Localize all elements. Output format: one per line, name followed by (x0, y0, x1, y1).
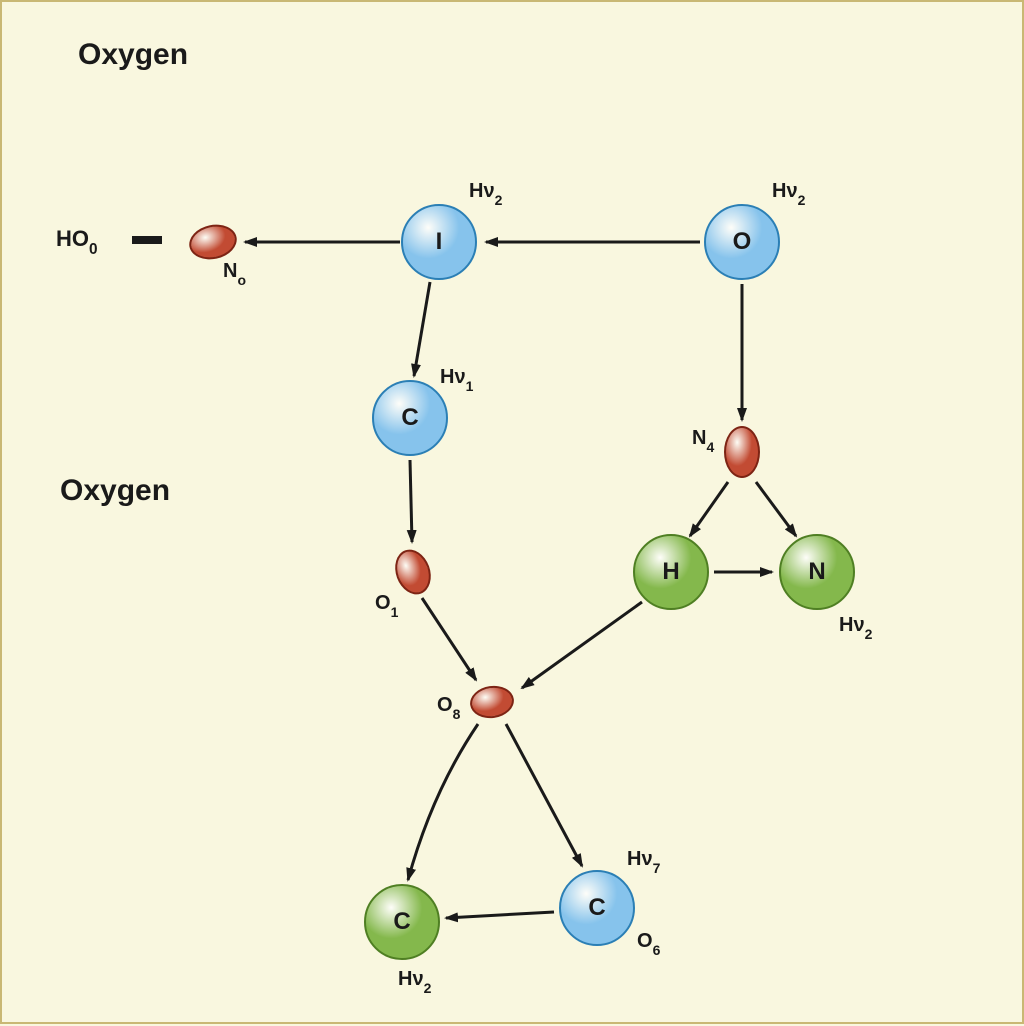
annot: N4 (692, 427, 714, 452)
title-0: Oxygen (78, 38, 188, 72)
ellipse-N4 (724, 426, 760, 478)
annot: Hν2 (398, 968, 431, 993)
edge-4 (410, 460, 412, 542)
edge-6 (756, 482, 796, 536)
annot: No (223, 260, 246, 285)
node-C3: C (364, 884, 440, 960)
annot: Hν2 (772, 180, 805, 205)
ellipse-O8 (468, 683, 516, 721)
label-HO0: HO0 (56, 226, 98, 256)
edge-10 (408, 724, 478, 880)
edge-11 (506, 724, 582, 866)
dash-mark (132, 236, 162, 244)
edge-9 (522, 602, 642, 688)
node-C2: C (559, 870, 635, 946)
title-1: Oxygen (60, 474, 170, 508)
edge-12 (446, 912, 554, 918)
annot: Hν1 (440, 366, 473, 391)
edge-8 (422, 598, 476, 680)
node-N: N (779, 534, 855, 610)
edge-2 (414, 282, 430, 376)
node-H: H (633, 534, 709, 610)
annot: O1 (375, 592, 398, 617)
edge-layer (2, 2, 1024, 1026)
annot: Hν7 (627, 848, 660, 873)
node-O: O (704, 204, 780, 280)
node-I: I (401, 204, 477, 280)
annot: Hν2 (469, 180, 502, 205)
annot: O6 (637, 930, 660, 955)
annot: O8 (437, 694, 460, 719)
node-C1: C (372, 380, 448, 456)
edge-5 (690, 482, 728, 536)
annot: Hν2 (839, 614, 872, 639)
ellipse-No (186, 220, 240, 263)
